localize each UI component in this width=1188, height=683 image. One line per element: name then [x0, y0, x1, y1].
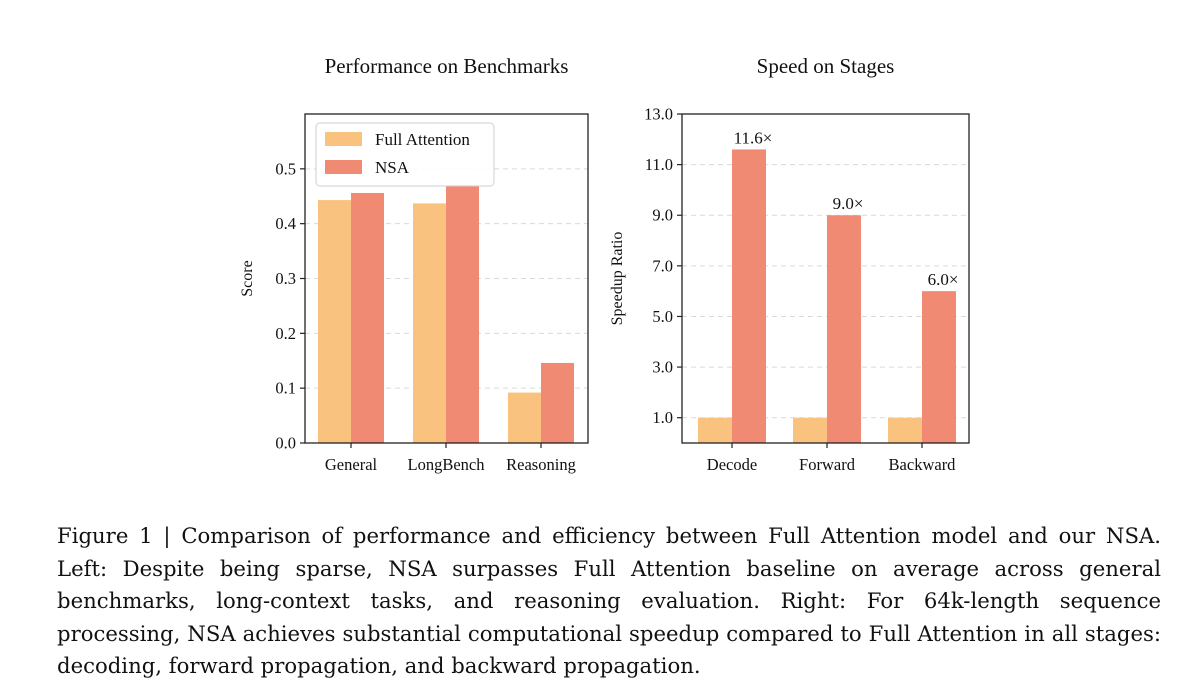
figure-caption: Figure 1 | Comparison of performance and… [57, 520, 1161, 683]
y-tick-label: 3.0 [652, 358, 673, 377]
x-tick-label: Forward [799, 455, 856, 474]
bar-nsa-general [351, 192, 384, 443]
legend-swatch [325, 132, 362, 146]
bar-full-attention-longbench [413, 203, 446, 443]
x-tick-label: Reasoning [506, 455, 576, 474]
chart-1: Performance on Benchmarks Score 0.0 0.1 0.2 0… [239, 54, 589, 474]
legend-label: Full Attention [375, 130, 470, 149]
y-tick-label: 0.0 [275, 434, 296, 453]
bar-nsa-backward [922, 291, 956, 443]
x-tick-label: General [325, 455, 378, 474]
y-tick-label: 0.3 [275, 269, 296, 288]
bar-full-attention-backward [888, 417, 922, 443]
x-tick-label: LongBench [408, 455, 486, 474]
bar-nsa-decode [732, 149, 766, 443]
data-label: 6.0× [928, 270, 959, 289]
y-tick-label: 0.2 [275, 324, 296, 343]
y-tick-label: 13.0 [644, 105, 673, 124]
legend-label: NSA [375, 158, 410, 177]
bar-full-attention-reasoning [508, 392, 541, 443]
x-tick-label: Decode [707, 455, 757, 474]
legend: Full Attention NSA [315, 122, 495, 187]
y-tick-label: 0.4 [275, 214, 296, 233]
bar-nsa-reasoning [541, 362, 574, 443]
y-tick-label: 1.0 [652, 408, 673, 427]
y-tick-label: 5.0 [652, 307, 673, 326]
bar-full-attention-general [318, 200, 351, 443]
y-tick-label: 11.0 [645, 155, 673, 174]
y-tick-label: 0.1 [275, 379, 296, 398]
chart-title: Speed on Stages [757, 54, 895, 78]
chart-2: Speed on Stages Speedup Ratio 1.0 3.0 5.0 7.0… [609, 54, 970, 474]
caption-text: Figure 1 | Comparison of performance and… [57, 523, 1161, 678]
figure-charts: Performance on Benchmarks Score 0.0 0.1 0.2 0… [239, 54, 970, 474]
x-tick-label: Backward [889, 455, 957, 474]
plot-frame [304, 113, 589, 444]
y-tick-label: 7.0 [652, 256, 673, 275]
y-tick-label: 0.5 [275, 159, 296, 178]
data-label: 9.0× [833, 194, 864, 213]
bar-nsa-forward [827, 215, 861, 443]
y-axis-label: Speedup Ratio [609, 232, 626, 326]
bar-full-attention-forward [793, 417, 827, 443]
y-tick-label: 9.0 [652, 206, 673, 225]
data-label: 11.6× [734, 128, 773, 147]
y-axis-label: Score [239, 260, 256, 296]
bar-nsa-longbench [446, 185, 479, 443]
legend-swatch [325, 160, 362, 174]
bar-full-attention-decode [698, 417, 732, 443]
chart-title: Performance on Benchmarks [325, 54, 569, 78]
plot-frame [681, 113, 970, 444]
